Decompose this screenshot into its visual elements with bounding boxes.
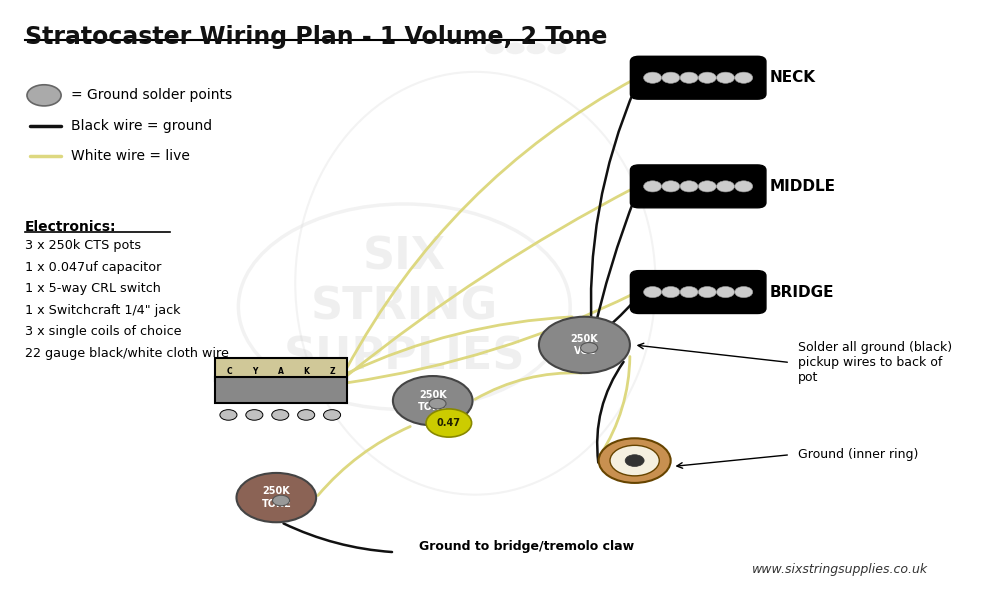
Circle shape xyxy=(698,287,717,297)
Text: www.sixstringsupplies.co.uk: www.sixstringsupplies.co.uk xyxy=(752,563,929,576)
FancyBboxPatch shape xyxy=(630,271,766,313)
Text: 3 x 250k CTS pots
1 x 0.047uf capacitor
1 x 5-way CRL switch
1 x Switchcraft 1/4: 3 x 250k CTS pots 1 x 0.047uf capacitor … xyxy=(26,239,229,360)
Circle shape xyxy=(27,85,61,106)
Text: 250K
TONE: 250K TONE xyxy=(418,389,447,412)
Text: A: A xyxy=(278,367,284,376)
Text: NECK: NECK xyxy=(770,70,816,85)
Circle shape xyxy=(698,181,717,192)
Circle shape xyxy=(717,287,734,297)
Circle shape xyxy=(220,409,237,420)
FancyBboxPatch shape xyxy=(630,56,766,99)
Circle shape xyxy=(734,72,753,83)
Text: 0.47: 0.47 xyxy=(436,418,461,428)
Text: MIDDLE: MIDDLE xyxy=(770,179,836,194)
Text: Solder all ground (black)
pickup wires to back of
pot: Solder all ground (black) pickup wires t… xyxy=(797,341,952,384)
Text: C: C xyxy=(226,367,232,376)
Circle shape xyxy=(581,343,598,353)
Circle shape xyxy=(485,42,504,54)
Circle shape xyxy=(548,42,566,54)
Circle shape xyxy=(323,409,341,420)
Circle shape xyxy=(680,72,698,83)
Circle shape xyxy=(429,398,446,409)
Circle shape xyxy=(272,495,290,506)
Circle shape xyxy=(698,72,717,83)
Circle shape xyxy=(662,72,680,83)
Circle shape xyxy=(599,438,670,483)
Circle shape xyxy=(625,455,644,467)
Text: 250K
VOL: 250K VOL xyxy=(570,334,599,356)
Circle shape xyxy=(271,409,289,420)
Circle shape xyxy=(644,72,662,83)
Text: SIX
STRING
SUPPLIES: SIX STRING SUPPLIES xyxy=(283,235,525,378)
Circle shape xyxy=(505,42,525,54)
Circle shape xyxy=(527,42,546,54)
Text: Black wire = ground: Black wire = ground xyxy=(71,119,211,133)
Circle shape xyxy=(539,317,630,373)
Text: 250K
TONE: 250K TONE xyxy=(261,486,291,509)
Circle shape xyxy=(734,287,753,297)
Text: White wire = live: White wire = live xyxy=(71,149,190,163)
Circle shape xyxy=(680,181,698,192)
Circle shape xyxy=(717,72,734,83)
Circle shape xyxy=(426,409,472,437)
FancyBboxPatch shape xyxy=(630,165,766,208)
Text: Stratocaster Wiring Plan - 1 Volume, 2 Tone: Stratocaster Wiring Plan - 1 Volume, 2 T… xyxy=(26,25,607,49)
Text: = Ground solder points: = Ground solder points xyxy=(71,88,232,102)
Text: K: K xyxy=(304,367,310,376)
FancyBboxPatch shape xyxy=(215,377,347,403)
Text: Ground to bridge/tremolo claw: Ground to bridge/tremolo claw xyxy=(419,540,634,553)
Circle shape xyxy=(662,287,680,297)
Text: Ground (inner ring): Ground (inner ring) xyxy=(797,448,918,461)
Text: Y: Y xyxy=(253,367,258,376)
Circle shape xyxy=(680,287,698,297)
Circle shape xyxy=(246,409,262,420)
Circle shape xyxy=(734,181,753,192)
Circle shape xyxy=(393,376,473,425)
Circle shape xyxy=(610,445,660,476)
Text: Z: Z xyxy=(329,367,335,376)
Text: BRIDGE: BRIDGE xyxy=(770,284,835,300)
Circle shape xyxy=(298,409,315,420)
Circle shape xyxy=(644,181,662,192)
Circle shape xyxy=(717,181,734,192)
FancyBboxPatch shape xyxy=(215,358,347,381)
Circle shape xyxy=(662,181,680,192)
Circle shape xyxy=(237,473,317,522)
Text: Electronics:: Electronics: xyxy=(26,220,117,234)
Circle shape xyxy=(644,287,662,297)
